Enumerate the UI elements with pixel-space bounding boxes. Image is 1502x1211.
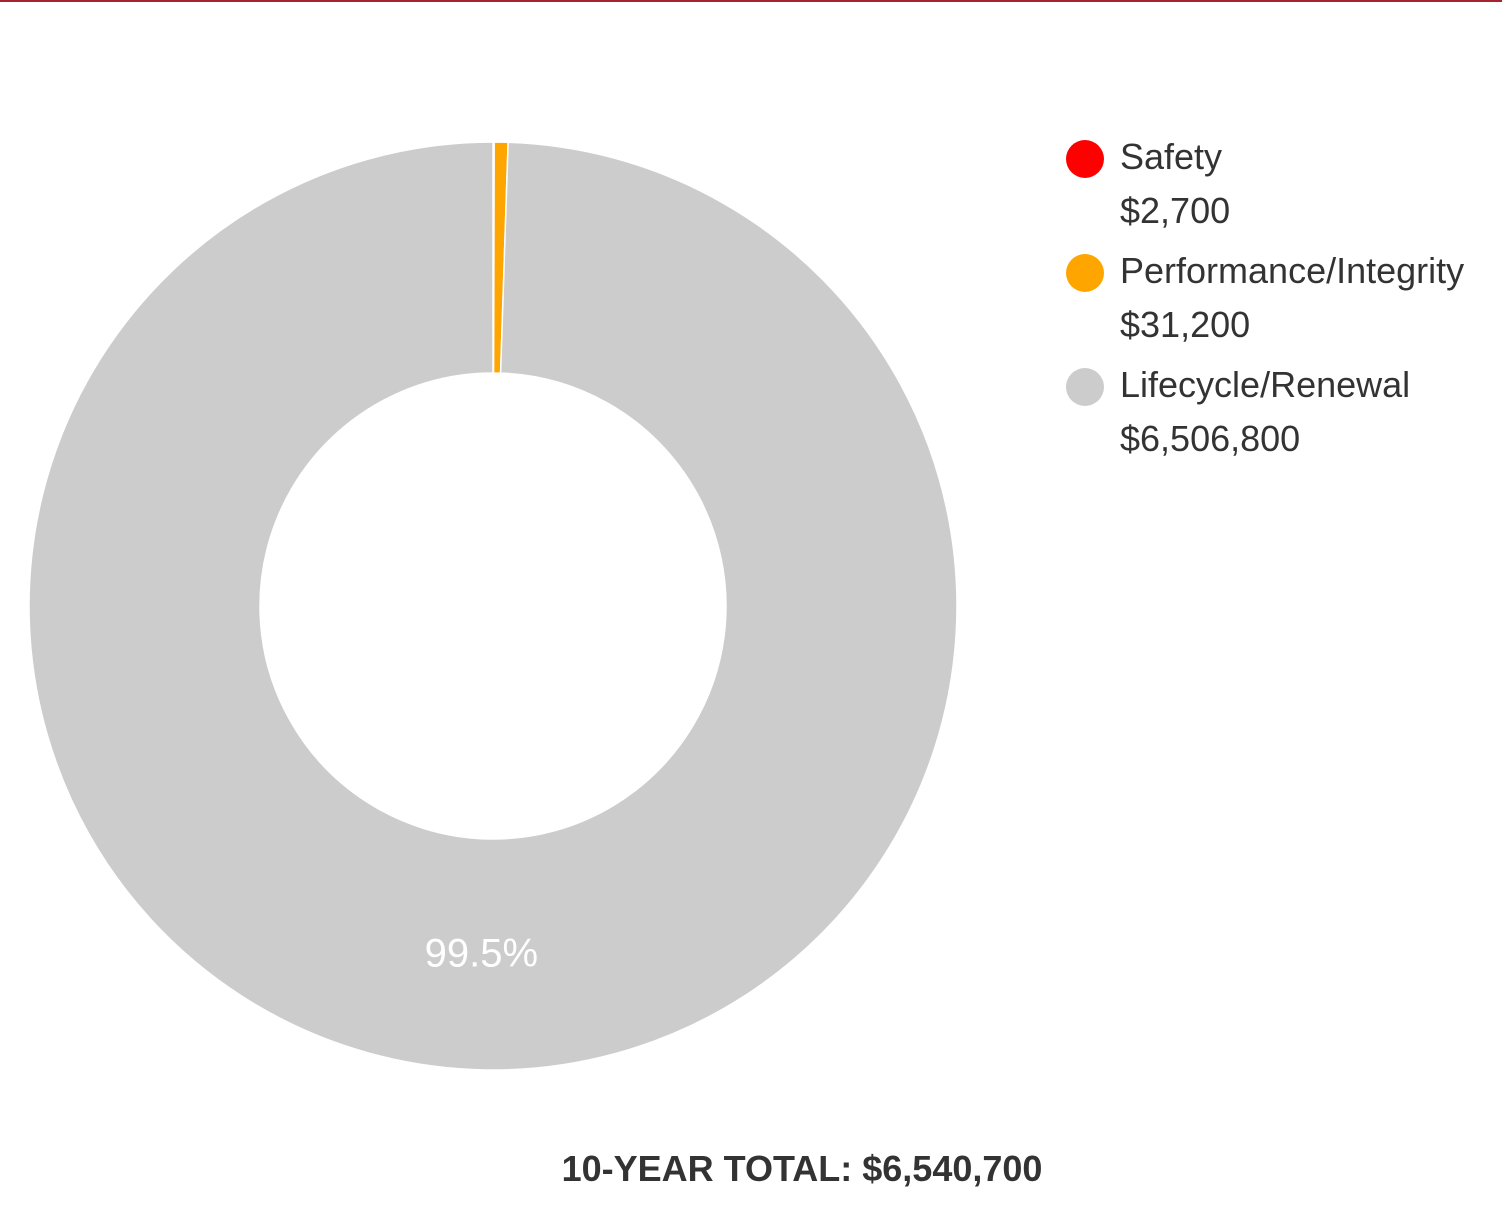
legend-value: $2,700 xyxy=(1120,190,1231,231)
legend-item-performance-integrity[interactable]: Performance/Integrity $31,200 xyxy=(1064,248,1500,362)
donut-slice-lifecycle-renewal[interactable] xyxy=(28,141,958,1071)
legend-label: Performance/Integrity xyxy=(1120,250,1465,291)
donut-chart: 99.5% xyxy=(28,141,958,1071)
legend-swatch-icon xyxy=(1066,368,1104,406)
legend-swatch-icon xyxy=(1066,140,1104,178)
slice-percent-label: 99.5% xyxy=(425,931,538,975)
legend-label: Lifecycle/Renewal xyxy=(1120,364,1411,405)
legend-item-safety[interactable]: Safety $2,700 xyxy=(1064,134,1500,248)
legend-swatch-icon xyxy=(1066,254,1104,292)
legend-value: $31,200 xyxy=(1120,304,1251,345)
chart-legend: Safety $2,700 Performance/Integrity $31,… xyxy=(1064,134,1500,476)
ten-year-total: 10-YEAR TOTAL: $6,540,700 xyxy=(561,1148,1043,1189)
legend-value: $6,506,800 xyxy=(1120,418,1301,459)
legend-item-lifecycle-renewal[interactable]: Lifecycle/Renewal $6,506,800 xyxy=(1064,362,1500,476)
legend-label: Safety xyxy=(1120,136,1223,177)
top-divider xyxy=(0,0,1502,2)
